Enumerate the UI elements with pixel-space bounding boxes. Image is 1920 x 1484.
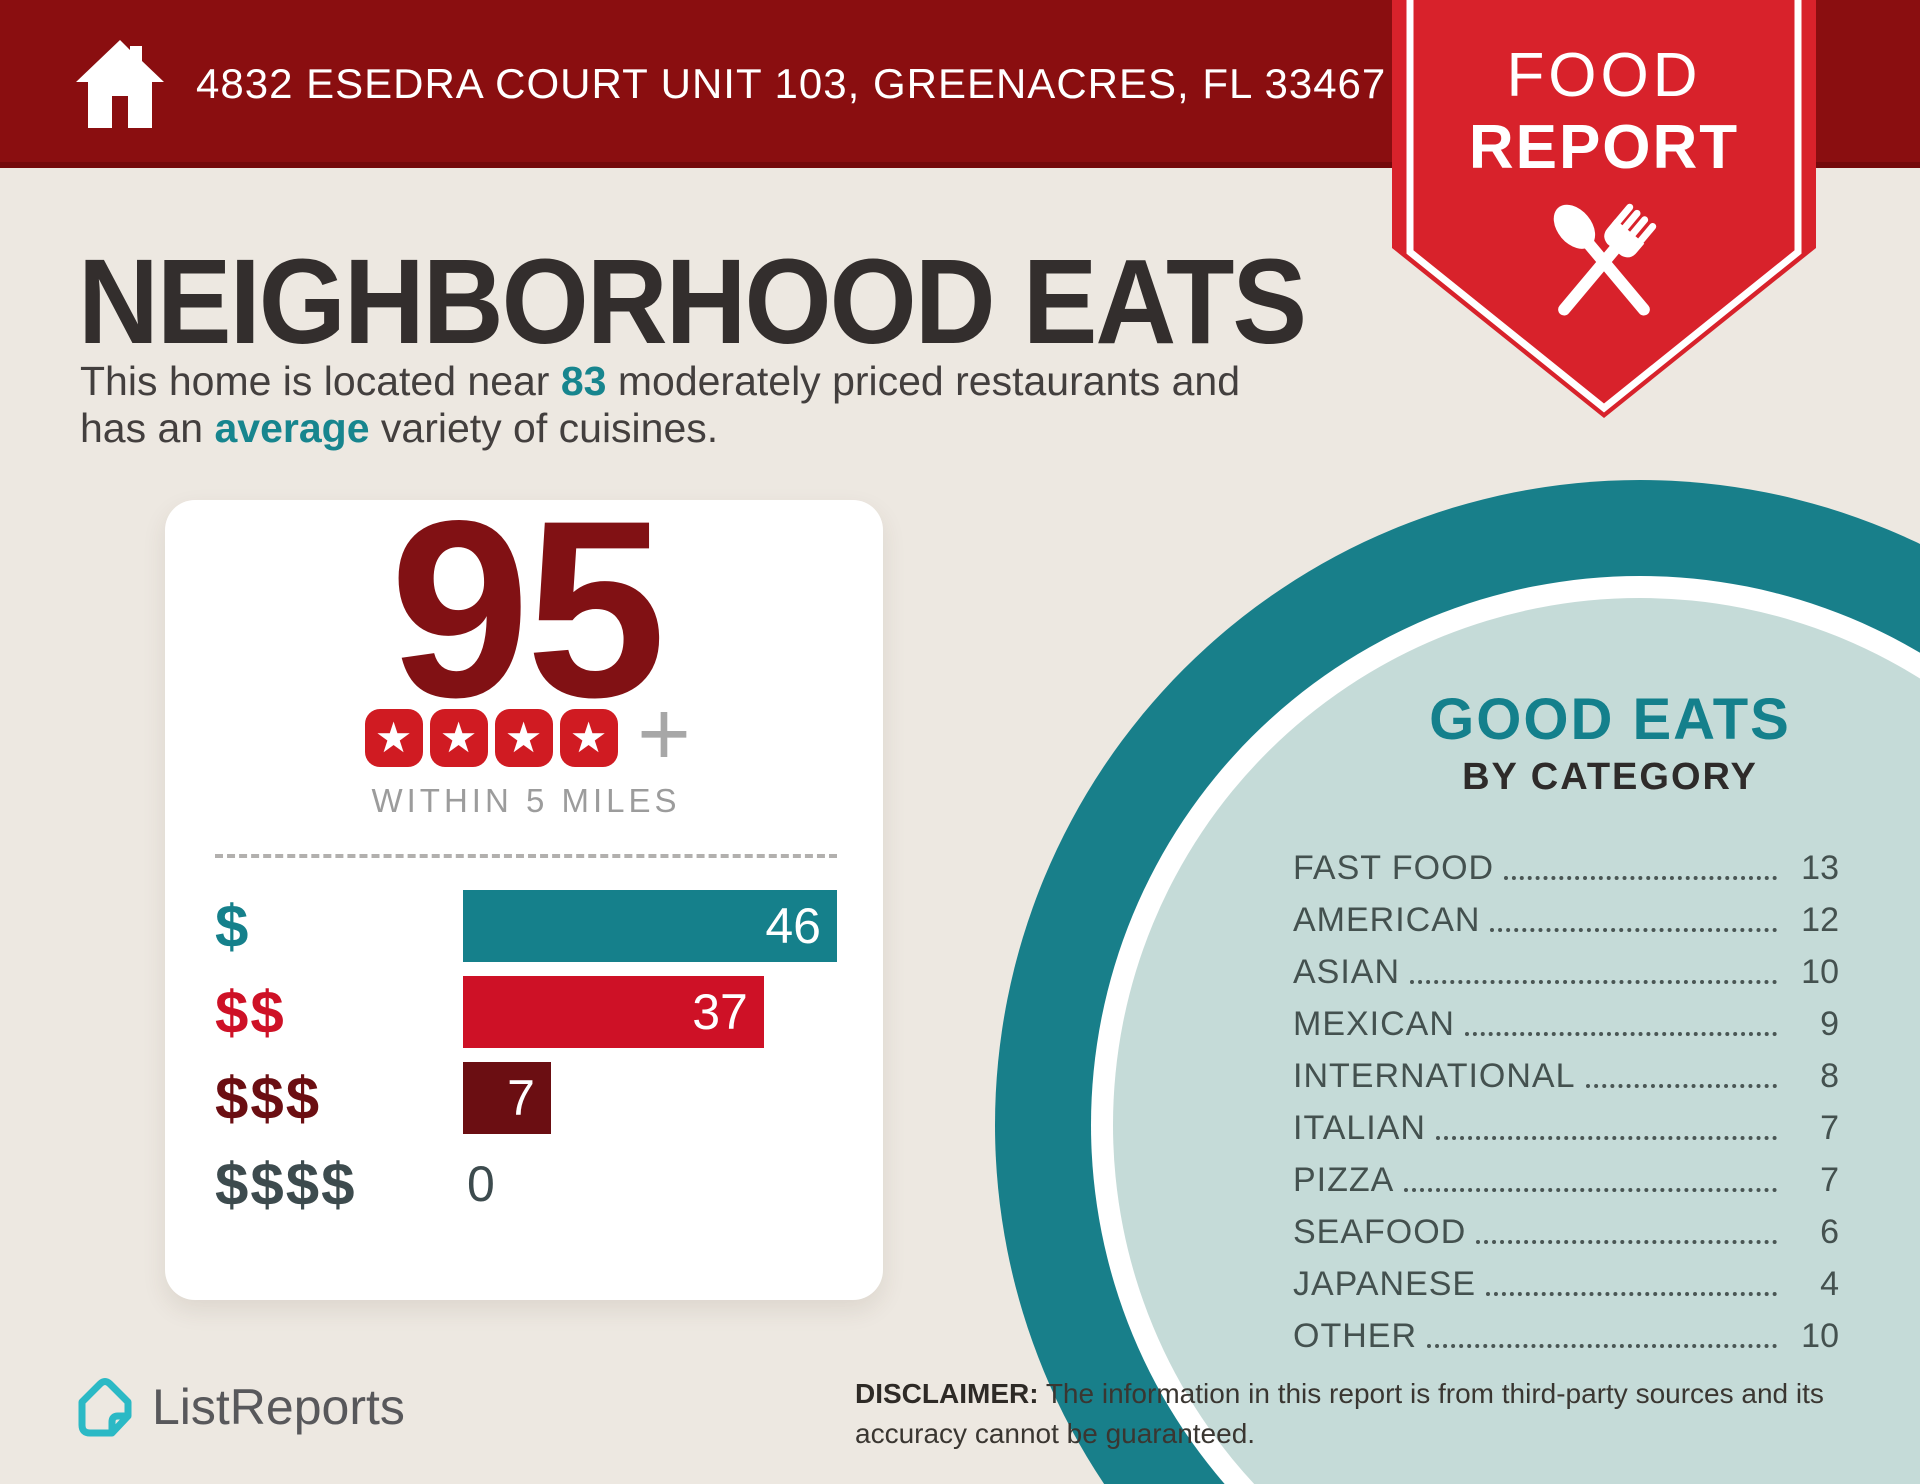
bar-track: 37 bbox=[463, 976, 837, 1048]
category-row: AMERICAN 12 bbox=[1293, 892, 1839, 944]
category-label: MEXICAN bbox=[1293, 1005, 1455, 1043]
category-list: FAST FOOD 13 AMERICAN 12 ASIAN 10 MEXICAN 9 INTE… bbox=[1293, 840, 1839, 1360]
disclaimer-text: The information in this report is from t… bbox=[855, 1378, 1824, 1449]
listreports-wordmark: ListReports bbox=[152, 1379, 405, 1435]
intro-line-2: has an average variety of cuisines. bbox=[80, 405, 719, 451]
good-eats-title: GOOD EATS bbox=[1429, 687, 1791, 752]
category-value: 7 bbox=[1820, 1109, 1839, 1147]
bar-value: 37 bbox=[692, 984, 748, 1040]
dotted-leader bbox=[1435, 1136, 1777, 1140]
category-label: AMERICAN bbox=[1293, 901, 1481, 939]
category-label: ASIAN bbox=[1293, 953, 1401, 991]
ribbon-label-report: REPORT bbox=[1468, 113, 1740, 182]
variety-highlight: average bbox=[214, 405, 370, 451]
restaurant-score: 95 bbox=[389, 469, 666, 750]
star-icon: ★ bbox=[559, 709, 618, 767]
utensils-icon bbox=[1553, 203, 1657, 316]
star-icon: ★ bbox=[494, 709, 553, 767]
category-row: FAST FOOD 13 bbox=[1293, 840, 1839, 892]
dotted-leader bbox=[1410, 980, 1777, 984]
category-label: SEAFOOD bbox=[1293, 1213, 1467, 1251]
bar-fill: 7 bbox=[463, 1062, 551, 1134]
dotted-leader bbox=[1427, 1344, 1777, 1348]
bar-track: 46 bbox=[463, 890, 837, 962]
property-address: 4832 ESEDRA COURT UNIT 103, GREENACRES, … bbox=[196, 60, 1387, 107]
good-eats-subtitle: BY CATEGORY bbox=[1462, 756, 1758, 798]
dotted-leader bbox=[1585, 1084, 1777, 1088]
category-label: FAST FOOD bbox=[1293, 849, 1495, 887]
price-level-label: $$$ bbox=[215, 1064, 322, 1132]
price-bar-row: $$$ 7 bbox=[215, 1062, 837, 1134]
category-row: INTERNATIONAL 8 bbox=[1293, 1048, 1839, 1100]
category-label: PIZZA bbox=[1293, 1161, 1395, 1199]
category-row: ITALIAN 7 bbox=[1293, 1100, 1839, 1152]
category-row: OTHER 10 bbox=[1293, 1308, 1839, 1360]
star-icon: ★ bbox=[364, 709, 423, 767]
dotted-leader bbox=[1486, 1292, 1777, 1296]
bar-track: 7 bbox=[463, 1062, 837, 1134]
price-bar-row: $46 bbox=[215, 890, 837, 962]
price-level-label: $ bbox=[215, 892, 251, 960]
radius-label: WITHIN 5 MILES bbox=[371, 782, 681, 819]
ribbon-label-food: FOOD bbox=[1506, 41, 1702, 110]
page-title: NEIGHBORHOOD EATS bbox=[78, 234, 1307, 370]
category-value: 10 bbox=[1801, 953, 1839, 991]
listreports-logo: ListReports bbox=[72, 1372, 405, 1442]
category-value: 12 bbox=[1801, 901, 1839, 939]
score-card: 95 ★ ★ ★ ★ + WITHIN 5 MILES $46 $$ 37 $$$ 7 $$$$ 0 bbox=[165, 484, 883, 1300]
category-value: 7 bbox=[1820, 1161, 1839, 1199]
category-value: 6 bbox=[1820, 1213, 1839, 1251]
price-bar-row: $$ 37 bbox=[215, 976, 837, 1048]
intro-line-1: This home is located near 83 moderately … bbox=[80, 358, 1241, 404]
dotted-leader bbox=[1504, 876, 1777, 880]
disclaimer-label: DISCLAIMER: bbox=[855, 1378, 1039, 1409]
plus-sign: + bbox=[637, 683, 691, 785]
home-icon bbox=[68, 32, 172, 141]
category-row: MEXICAN 9 bbox=[1293, 996, 1839, 1048]
dotted-leader bbox=[1476, 1240, 1777, 1244]
category-row: SEAFOOD 6 bbox=[1293, 1204, 1839, 1256]
bar-fill: 46 bbox=[463, 890, 837, 962]
dotted-leader bbox=[1404, 1188, 1777, 1192]
category-value: 13 bbox=[1801, 849, 1839, 887]
price-level-label: $$ bbox=[215, 978, 286, 1046]
bar-track: 0 bbox=[463, 1148, 837, 1220]
price-bar-row: $$$$ 0 bbox=[215, 1148, 837, 1220]
category-value: 4 bbox=[1820, 1265, 1839, 1303]
food-report-ribbon: FOOD REPORT bbox=[1392, 0, 1816, 432]
bar-value-zero: 0 bbox=[467, 1156, 495, 1212]
bar-value: 46 bbox=[765, 898, 821, 954]
category-value: 8 bbox=[1820, 1057, 1839, 1095]
category-row: ASIAN 10 bbox=[1293, 944, 1839, 996]
intro-text: This home is located near 83 moderately … bbox=[80, 358, 1240, 452]
bar-fill: 37 bbox=[463, 976, 764, 1048]
dashed-divider bbox=[215, 854, 837, 858]
category-row: PIZZA 7 bbox=[1293, 1152, 1839, 1204]
bar-value: 7 bbox=[507, 1070, 535, 1126]
price-level-label: $$$$ bbox=[215, 1150, 357, 1218]
category-label: JAPANESE bbox=[1293, 1265, 1477, 1303]
category-value: 9 bbox=[1820, 1005, 1839, 1043]
category-label: OTHER bbox=[1293, 1317, 1417, 1355]
star-icon: ★ bbox=[429, 709, 488, 767]
disclaimer: DISCLAIMER: The information in this repo… bbox=[855, 1374, 1845, 1454]
category-label: ITALIAN bbox=[1293, 1109, 1426, 1147]
category-label: INTERNATIONAL bbox=[1293, 1057, 1576, 1095]
price-bar-chart: $46 $$ 37 $$$ 7 $$$$ 0 bbox=[215, 890, 837, 1220]
dotted-leader bbox=[1490, 928, 1777, 932]
restaurant-count: 83 bbox=[560, 358, 607, 404]
listreports-house-icon bbox=[78, 1378, 132, 1437]
category-value: 10 bbox=[1801, 1317, 1839, 1355]
category-row: JAPANESE 4 bbox=[1293, 1256, 1839, 1308]
star-rating: ★ ★ ★ ★ + bbox=[215, 683, 837, 785]
dotted-leader bbox=[1464, 1032, 1777, 1036]
